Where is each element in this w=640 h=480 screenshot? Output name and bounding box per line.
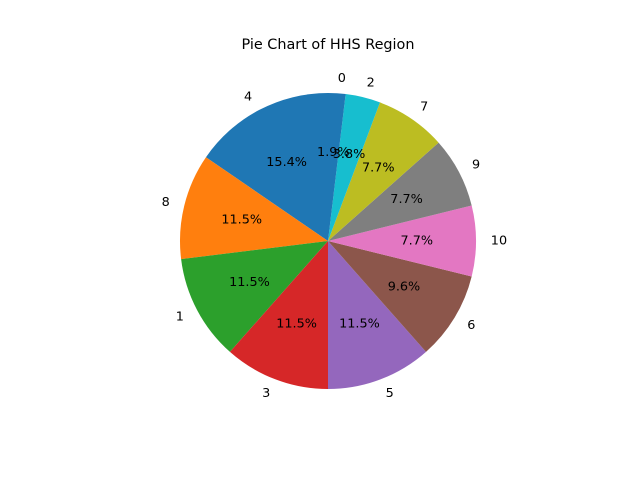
slice-label-8: 8 xyxy=(162,195,170,210)
percent-label-3: 11.5% xyxy=(276,317,317,332)
slice-label-4: 4 xyxy=(244,89,252,104)
slice-label-9: 9 xyxy=(472,158,480,173)
slice-label-7: 7 xyxy=(420,99,428,114)
pie-slice-7 xyxy=(328,102,439,242)
pie-slice-4 xyxy=(205,93,328,241)
slice-label-1: 1 xyxy=(176,309,184,324)
slice-label-6: 6 xyxy=(467,318,475,333)
pie-slice-1 xyxy=(181,241,328,352)
pie-slice-10 xyxy=(328,205,476,277)
pie-slice-8 xyxy=(179,157,328,260)
slice-label-10: 10 xyxy=(491,234,507,249)
percent-label-0: 1.9% xyxy=(317,145,350,160)
pie-slice-9 xyxy=(328,142,472,241)
slice-label-5: 5 xyxy=(386,386,394,401)
percent-label-9: 7.7% xyxy=(390,192,423,207)
pie-slice-3 xyxy=(229,241,328,389)
percent-label-7: 7.7% xyxy=(362,160,395,175)
pie-slices xyxy=(179,93,476,389)
chart-title: Pie Chart of HHS Region xyxy=(242,37,415,53)
percent-label-1: 11.5% xyxy=(229,275,270,290)
percent-label-6: 9.6% xyxy=(388,280,421,295)
pie-slice-0 xyxy=(328,93,346,241)
slice-labels: 4 8 1 3 5 6 10 9 7 2 0 xyxy=(162,71,507,401)
pie-slice-6 xyxy=(328,241,472,352)
percent-label-8: 11.5% xyxy=(221,212,262,227)
pie-slice-2 xyxy=(328,94,380,241)
percent-label-5: 11.5% xyxy=(339,317,380,332)
slice-label-3: 3 xyxy=(262,386,270,401)
slice-label-0: 0 xyxy=(338,71,346,86)
pie-slice-5 xyxy=(328,241,427,389)
percent-label-4: 15.4% xyxy=(266,155,307,170)
percent-label-10: 7.7% xyxy=(401,234,434,249)
percent-label-2: 3.8% xyxy=(333,147,366,162)
percent-labels: 15.4% 11.5% 11.5% 11.5% 11.5% 9.6% 7.7% 7.7% 7.7… xyxy=(221,145,433,332)
slice-label-2: 2 xyxy=(367,75,375,90)
